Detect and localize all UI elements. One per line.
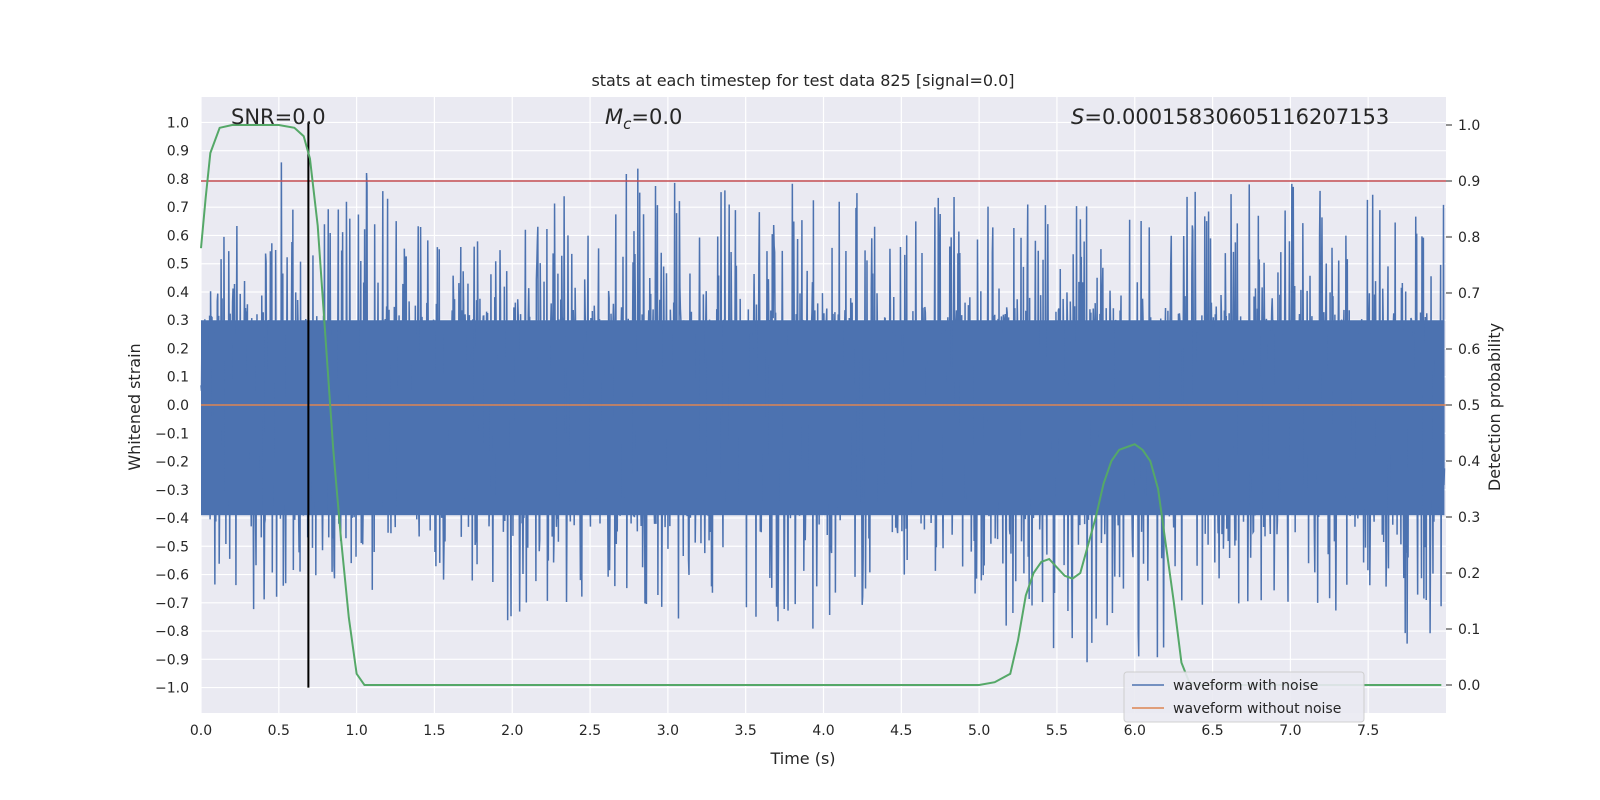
y-left-tick-label: 0.7 [167, 200, 189, 216]
x-tick-label: 5.0 [968, 723, 990, 739]
legend-box [1123, 671, 1365, 723]
y-right-tick-label: 0.4 [1458, 454, 1480, 470]
noise-trace [200, 162, 1446, 663]
x-tick-label: 5.5 [1046, 723, 1068, 739]
legend-label-noise: waveform with noise [1173, 678, 1318, 694]
legend: waveform with noise waveform without noi… [1123, 671, 1365, 723]
y-left-tick-label: 0.4 [167, 285, 189, 301]
y-left-tick-label: 0.9 [167, 144, 189, 160]
y-left-tick-label: −0.4 [155, 511, 189, 527]
y-left-tick-label: 0.1 [167, 370, 189, 386]
mc-annotation: Mc=0.0 [605, 105, 682, 133]
y-right-tick-label: 0.1 [1458, 622, 1480, 638]
s-annotation: S=0.00015830605116207153 [1071, 105, 1389, 129]
series-lines [200, 122, 1446, 688]
y-left-tick-label: −0.9 [155, 652, 189, 668]
y-left-tick-label: 0.8 [167, 172, 189, 188]
mc-value: =0.0 [631, 105, 682, 129]
x-tick-label: 7.5 [1357, 723, 1379, 739]
y-right-tick-label: 0.8 [1458, 230, 1480, 246]
x-tick-label: 0.0 [190, 723, 212, 739]
y-left-tick-label: −0.5 [155, 539, 189, 555]
noise-waveform [200, 162, 1446, 663]
y-left-tick-label: −1.0 [155, 681, 189, 697]
y-right-tick-label: 0.5 [1458, 398, 1480, 414]
chart-title: stats at each timestep for test data 825… [591, 71, 1014, 90]
s-symbol: S [1071, 105, 1084, 129]
detection-probability-line [200, 124, 1442, 686]
mc-symbol: M [605, 105, 623, 129]
y-left-tick-label: 0.5 [167, 257, 189, 273]
y-left-tick-label: 0.0 [167, 398, 189, 414]
x-tick-label: 2.0 [501, 723, 523, 739]
x-tick-label: 7.0 [1279, 723, 1301, 739]
x-tick-label: 4.0 [812, 723, 834, 739]
y-right-tick-label: 0.2 [1458, 566, 1480, 582]
y-right-tick-label: 0.7 [1458, 286, 1480, 302]
y-left-tick-label: −0.1 [155, 426, 189, 442]
y-left-tick-label: 1.0 [167, 115, 189, 131]
x-tick-label: 2.5 [579, 723, 601, 739]
y-right-tick-label: 0.6 [1458, 342, 1480, 358]
x-tick-label: 0.5 [268, 723, 290, 739]
y-left-tick-label: 0.2 [167, 341, 189, 357]
x-tick-label: 3.5 [735, 723, 757, 739]
x-tick-label: 6.0 [1124, 723, 1146, 739]
x-tick-label: 3.0 [657, 723, 679, 739]
y-right-tick-label: 1.0 [1458, 118, 1480, 134]
y-left-tick-label: −0.6 [155, 568, 189, 584]
y-left-tick-label: −0.2 [155, 455, 189, 471]
y-left-tick-label: −0.8 [155, 624, 189, 640]
x-tick-label: 1.5 [423, 723, 445, 739]
mc-subscript: c [623, 115, 632, 133]
snr-annotation: SNR=0.0 [231, 105, 326, 129]
y-right-tick-label: 0.9 [1458, 174, 1480, 190]
y-left-tick-label: 0.3 [167, 313, 189, 329]
y-axis-label-left: Whitened strain [125, 343, 144, 470]
y-left-tick-label: −0.7 [155, 596, 189, 612]
y-left-tick-label: −0.3 [155, 483, 189, 499]
y-right-tick-label: 0.3 [1458, 510, 1480, 526]
tick-labels: 0.0 0.5 1.0 1.5 2.0 2.5 3.0 3.5 4.0 4.5 5.0 5.5 6.0 6… [155, 115, 1480, 739]
x-axis-label: Time (s) [769, 749, 835, 768]
x-tick-label: 4.5 [890, 723, 912, 739]
legend-label-clean: waveform without noise [1173, 701, 1341, 717]
s-value: =0.00015830605116207153 [1084, 105, 1389, 129]
y-left-tick-label: 0.6 [167, 228, 189, 244]
y-right-tick-label: 0.0 [1458, 678, 1480, 694]
y-axis-label-right: Detection probability [1485, 323, 1504, 491]
x-tick-label: 6.5 [1201, 723, 1223, 739]
x-tick-label: 1.0 [345, 723, 367, 739]
